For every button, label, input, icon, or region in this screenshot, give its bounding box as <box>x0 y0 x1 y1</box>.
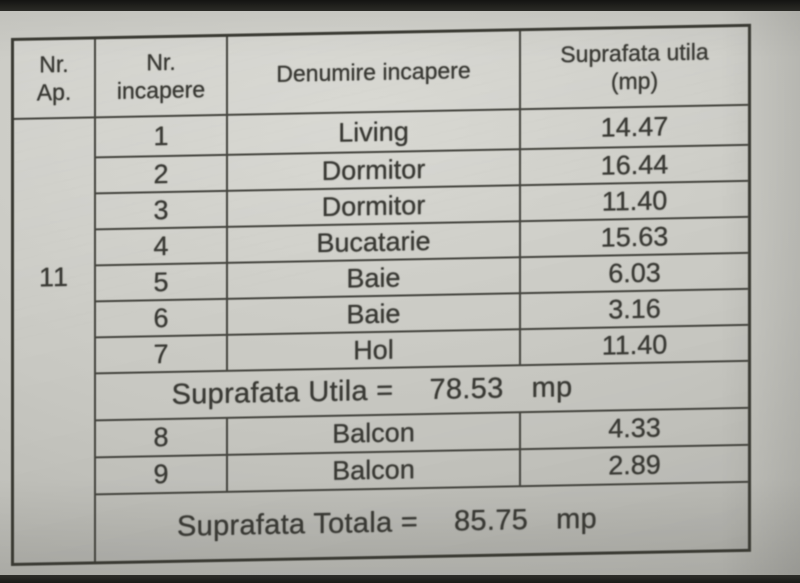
room-name: Living <box>228 110 521 154</box>
room-area: 14.47 <box>600 110 669 143</box>
apartment-number-cell: 11 <box>14 118 94 563</box>
room-area: 11.40 <box>601 328 668 361</box>
suprafata-totala-value: 85.75 <box>454 503 529 537</box>
apartment-number: 11 <box>38 261 70 292</box>
suprafata-totala-label: Suprafata Totala = <box>176 505 419 543</box>
header-nr-incapere: Nr. incapere <box>96 36 228 117</box>
room-number: 5 <box>96 263 228 301</box>
room-name: Balcon <box>228 413 521 454</box>
header-suprafata-utila: Suprafata utila (mp) <box>560 38 709 94</box>
room-area: 11.40 <box>601 184 668 217</box>
room-area: 16.44 <box>600 148 669 181</box>
table-body: Nr. incapere Denumire incapere Suprafata… <box>96 26 748 562</box>
header-nr-ap: Nr. Ap. <box>14 39 94 120</box>
room-name: Bucatarie <box>228 222 521 262</box>
room-number: 4 <box>96 227 228 265</box>
suprafata-utila-unit: mp <box>531 371 573 405</box>
room-number: 1 <box>96 115 228 157</box>
room-number: 9 <box>96 455 228 494</box>
room-area: 6.03 <box>608 257 661 289</box>
room-number: 7 <box>96 335 228 373</box>
room-area-table: Nr. Ap. 11 Nr. incapere Denumire incaper… <box>11 23 751 567</box>
room-number: 6 <box>96 299 228 337</box>
suprafata-utila-label: Suprafata Utila = <box>171 374 394 411</box>
room-name: Baie <box>228 294 521 334</box>
room-number: 3 <box>96 191 228 229</box>
table-header-row: Nr. incapere Denumire incapere Suprafata… <box>96 26 748 119</box>
room-area: 2.89 <box>608 449 661 481</box>
suprafata-utila-value: 78.53 <box>429 372 504 406</box>
room-area: 4.33 <box>608 412 661 444</box>
photo-edge-top <box>0 0 800 11</box>
room-area: 15.63 <box>600 220 669 253</box>
suprafata-totala-summary-row: Suprafata Totala = 85.75 mp <box>96 483 748 562</box>
header-denumire-incapere: Denumire incapere <box>228 31 521 114</box>
room-name: Baie <box>228 258 521 298</box>
suprafata-totala-unit: mp <box>556 502 598 536</box>
room-name: Dormitor <box>228 150 521 190</box>
room-number: 2 <box>96 155 228 193</box>
room-number: 8 <box>96 418 228 457</box>
room-name: Hol <box>228 330 521 370</box>
room-name: Balcon <box>228 450 521 491</box>
photo-edge-bottom <box>0 575 800 583</box>
column-apartment: Nr. Ap. 11 <box>14 39 96 563</box>
room-name: Dormitor <box>228 186 521 226</box>
room-area: 3.16 <box>608 293 661 325</box>
